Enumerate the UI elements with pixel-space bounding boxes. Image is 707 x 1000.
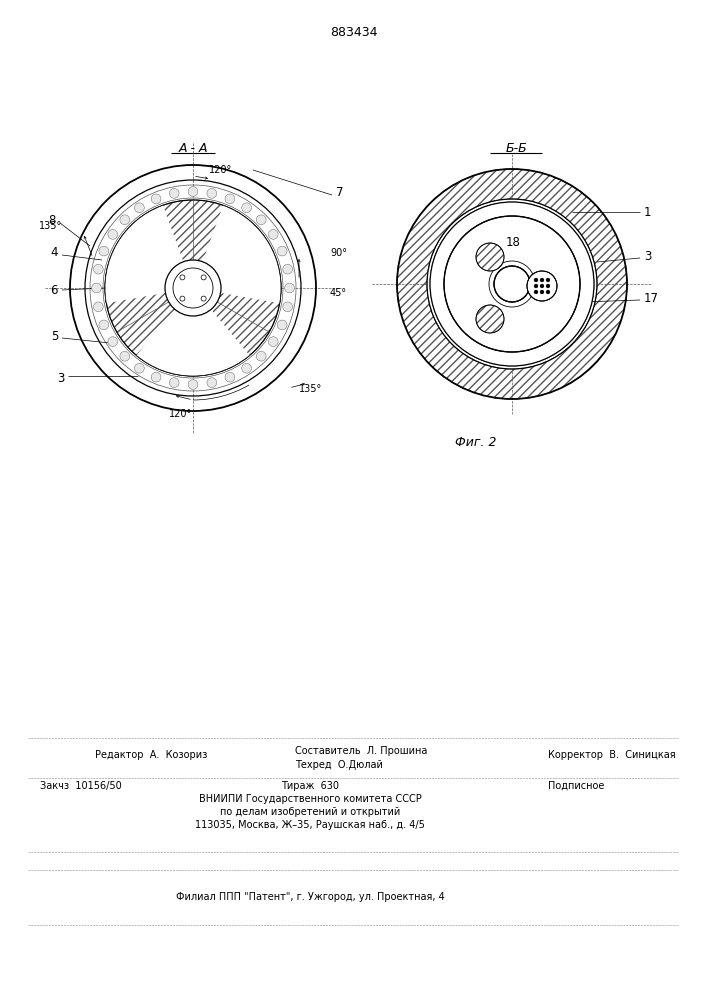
Text: Составитель  Л. Прошина: Составитель Л. Прошина (295, 746, 427, 756)
Circle shape (269, 337, 278, 346)
Circle shape (105, 200, 281, 376)
Text: Техред  О.Дюлай: Техред О.Дюлай (295, 760, 383, 770)
Circle shape (207, 188, 217, 198)
Circle shape (277, 246, 287, 256)
Circle shape (188, 380, 198, 389)
Circle shape (108, 230, 117, 239)
Circle shape (283, 302, 293, 312)
Circle shape (134, 203, 144, 213)
Circle shape (397, 169, 627, 399)
Circle shape (120, 215, 129, 225)
Circle shape (180, 296, 185, 301)
Circle shape (165, 260, 221, 316)
Text: 90°: 90° (330, 248, 347, 258)
Text: Закчз  10156/50: Закчз 10156/50 (40, 781, 122, 791)
Circle shape (546, 290, 550, 294)
Text: 3: 3 (58, 371, 65, 384)
Circle shape (494, 266, 530, 302)
Circle shape (430, 202, 594, 366)
Text: 135°: 135° (299, 384, 322, 394)
Text: 1: 1 (644, 206, 651, 219)
Circle shape (99, 246, 109, 256)
Text: 5: 5 (51, 330, 58, 342)
Circle shape (225, 372, 235, 382)
Circle shape (444, 216, 580, 352)
Text: 113035, Москва, Ж–35, Раушская наб., д. 4/5: 113035, Москва, Ж–35, Раушская наб., д. … (195, 820, 425, 830)
Circle shape (427, 199, 597, 369)
Circle shape (546, 284, 550, 288)
Circle shape (99, 320, 109, 330)
Text: 120°: 120° (170, 409, 192, 419)
Circle shape (527, 271, 557, 301)
Circle shape (540, 290, 544, 294)
Circle shape (173, 268, 213, 308)
Text: Тираж  630: Тираж 630 (281, 781, 339, 791)
Text: Фиг. 2: Фиг. 2 (455, 436, 496, 450)
Circle shape (242, 203, 252, 213)
Circle shape (534, 290, 538, 294)
Text: 7: 7 (336, 186, 344, 200)
Circle shape (134, 363, 144, 373)
Text: 120°: 120° (209, 165, 233, 175)
Text: Филиал ППП "Патент", г. Ужгород, ул. Проектная, 4: Филиал ППП "Патент", г. Ужгород, ул. Про… (175, 892, 445, 902)
Circle shape (169, 188, 179, 198)
Circle shape (476, 243, 504, 271)
Wedge shape (136, 288, 250, 376)
Text: 17: 17 (644, 292, 659, 306)
Text: 4: 4 (50, 246, 58, 259)
Text: 45°: 45° (330, 288, 347, 298)
Circle shape (188, 187, 198, 196)
Text: 6: 6 (50, 284, 58, 298)
Circle shape (201, 275, 206, 280)
Text: Корректор  В.  Синицкая: Корректор В. Синицкая (548, 750, 676, 760)
Wedge shape (105, 205, 193, 303)
Circle shape (534, 284, 538, 288)
Text: 135°: 135° (39, 221, 62, 231)
Circle shape (242, 363, 252, 373)
Circle shape (201, 296, 206, 301)
Circle shape (283, 264, 293, 274)
Circle shape (169, 378, 179, 388)
Circle shape (207, 378, 217, 388)
Circle shape (285, 283, 294, 293)
Circle shape (257, 351, 266, 361)
Text: по делам изобретений и открытий: по делам изобретений и открытий (220, 807, 400, 817)
Circle shape (546, 278, 550, 282)
Circle shape (93, 302, 103, 312)
Text: ВНИИПИ Государственного комитета СССР: ВНИИПИ Государственного комитета СССР (199, 794, 421, 804)
Circle shape (540, 284, 544, 288)
Circle shape (120, 351, 129, 361)
Circle shape (225, 194, 235, 204)
Text: 3: 3 (644, 249, 651, 262)
Text: A - A: A - A (178, 141, 208, 154)
Circle shape (476, 305, 504, 333)
Circle shape (108, 337, 117, 346)
Text: 18: 18 (506, 236, 521, 249)
Text: 883434: 883434 (330, 25, 378, 38)
Text: 8: 8 (49, 214, 56, 227)
Text: Редактор  А.  Козориз: Редактор А. Козориз (95, 750, 207, 760)
Circle shape (93, 264, 103, 274)
Circle shape (180, 275, 185, 280)
Circle shape (430, 202, 594, 366)
Text: Подписное: Подписное (548, 781, 604, 791)
Circle shape (151, 194, 161, 204)
Circle shape (269, 230, 278, 239)
Circle shape (534, 278, 538, 282)
Circle shape (92, 283, 101, 293)
Circle shape (151, 372, 161, 382)
Wedge shape (193, 205, 281, 303)
Circle shape (277, 320, 287, 330)
Circle shape (257, 215, 266, 225)
Circle shape (540, 278, 544, 282)
Text: Б-Б: Б-Б (506, 141, 528, 154)
